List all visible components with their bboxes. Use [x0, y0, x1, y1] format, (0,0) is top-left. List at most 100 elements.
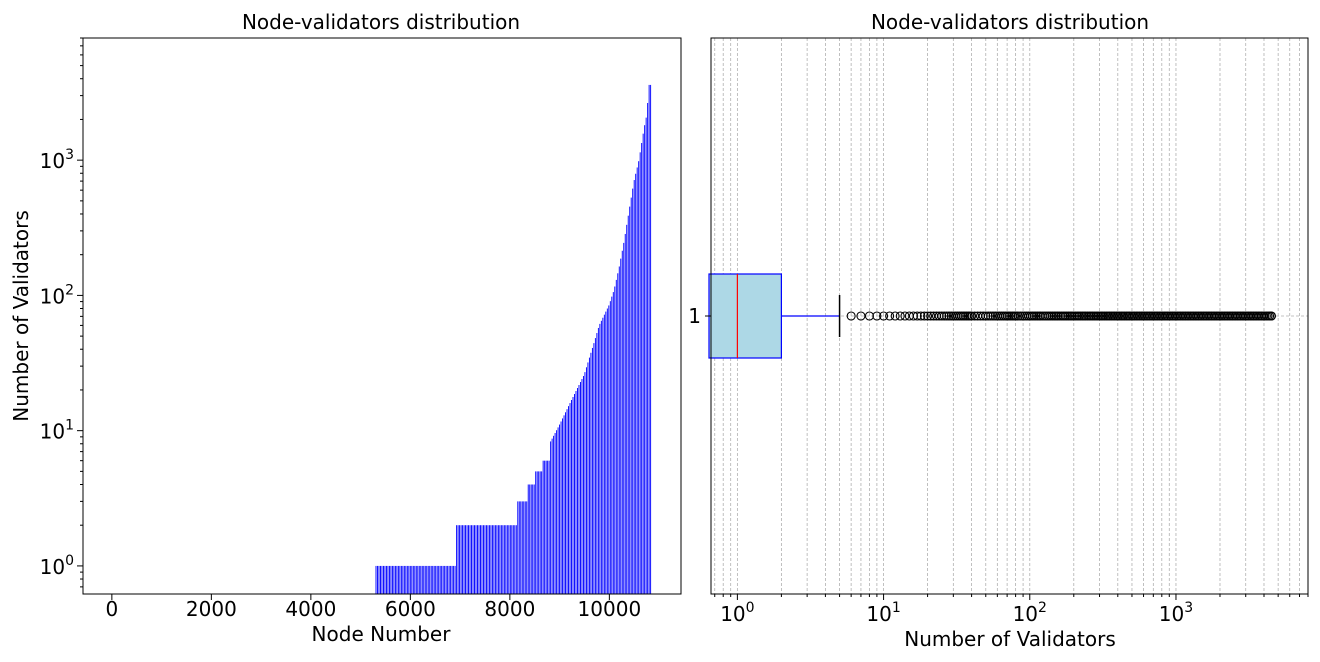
bar — [636, 167, 638, 595]
outlier — [939, 311, 949, 321]
outlier — [890, 311, 900, 321]
bar — [577, 388, 578, 594]
x-tick-label: 2000 — [186, 597, 237, 621]
outlier — [937, 311, 947, 321]
bar — [423, 565, 425, 594]
bar — [536, 471, 538, 594]
bar — [399, 565, 401, 594]
bar — [453, 565, 455, 594]
bar — [400, 565, 402, 594]
bar — [427, 565, 429, 594]
bar — [530, 484, 532, 594]
bar — [602, 317, 604, 594]
bar — [466, 525, 468, 594]
bar — [403, 565, 405, 594]
bar — [463, 525, 465, 594]
bar — [493, 525, 495, 594]
bar — [569, 403, 571, 594]
bar — [472, 525, 474, 594]
x-tick-label: 101 — [866, 600, 900, 626]
outlier — [846, 311, 856, 321]
bar — [514, 525, 516, 594]
bar — [432, 565, 434, 594]
bar — [575, 391, 577, 594]
bar — [584, 372, 586, 594]
bar — [614, 286, 616, 594]
bar — [414, 565, 416, 594]
bar — [644, 125, 646, 594]
bar — [477, 525, 478, 594]
bar — [488, 525, 490, 594]
bar — [642, 133, 644, 594]
bar — [620, 258, 622, 594]
outlier — [895, 311, 905, 321]
bar — [547, 460, 549, 594]
bar — [520, 501, 522, 594]
bar — [500, 525, 502, 594]
bar — [600, 320, 602, 594]
bar — [535, 471, 537, 594]
bar — [480, 525, 481, 594]
bar — [471, 525, 472, 594]
bar — [632, 188, 634, 594]
bar — [511, 525, 513, 594]
bar — [650, 84, 652, 594]
bar — [630, 197, 632, 594]
bar — [639, 152, 641, 595]
bar — [499, 525, 501, 594]
bar — [542, 460, 544, 594]
bar — [578, 385, 580, 594]
bar — [450, 565, 452, 594]
bar — [596, 333, 598, 594]
bar — [560, 421, 562, 594]
bar — [418, 565, 420, 594]
bar — [541, 471, 543, 594]
bar — [599, 323, 601, 594]
bar — [515, 525, 517, 594]
bar — [445, 565, 447, 594]
bar — [409, 565, 411, 594]
bar — [377, 565, 378, 594]
bar — [527, 484, 529, 594]
bar — [469, 525, 471, 594]
bar — [647, 102, 649, 595]
bar — [474, 525, 475, 594]
bar — [568, 406, 569, 594]
x-axis-ticks: 0 2000 4000 6000 8000 10000 — [105, 594, 641, 621]
bar — [384, 565, 386, 594]
bar — [381, 565, 383, 594]
x-axis-ticks: 100 101 102 103 — [714, 594, 1309, 626]
bar — [615, 279, 617, 594]
outlier — [1011, 311, 1021, 321]
bar — [524, 501, 526, 594]
bar — [611, 296, 613, 594]
bar — [484, 525, 486, 594]
bar — [621, 250, 623, 594]
x-tick-label: 8000 — [484, 597, 535, 621]
bar — [456, 525, 458, 594]
bar — [426, 565, 428, 594]
bar — [626, 224, 628, 594]
bar — [433, 565, 435, 594]
outlier — [879, 311, 889, 321]
outlier-markers — [846, 311, 1277, 321]
outlier — [916, 311, 926, 321]
bar-chart: Node-validators distribution 0 2000 4000 60… — [9, 10, 682, 646]
bar — [550, 441, 552, 594]
bar — [603, 314, 605, 594]
outlier — [1266, 311, 1277, 321]
bar — [405, 565, 407, 594]
bar — [482, 525, 484, 594]
x-tick-label: 103 — [1159, 600, 1193, 626]
bar — [593, 343, 595, 594]
y-tick-label: 100 — [40, 553, 74, 579]
bar — [562, 418, 564, 594]
bar — [502, 525, 504, 594]
x-tick-label: 6000 — [385, 597, 436, 621]
bar — [518, 501, 520, 594]
bar — [539, 471, 541, 594]
bar — [436, 565, 438, 594]
bar — [396, 565, 398, 594]
bar — [548, 460, 550, 594]
